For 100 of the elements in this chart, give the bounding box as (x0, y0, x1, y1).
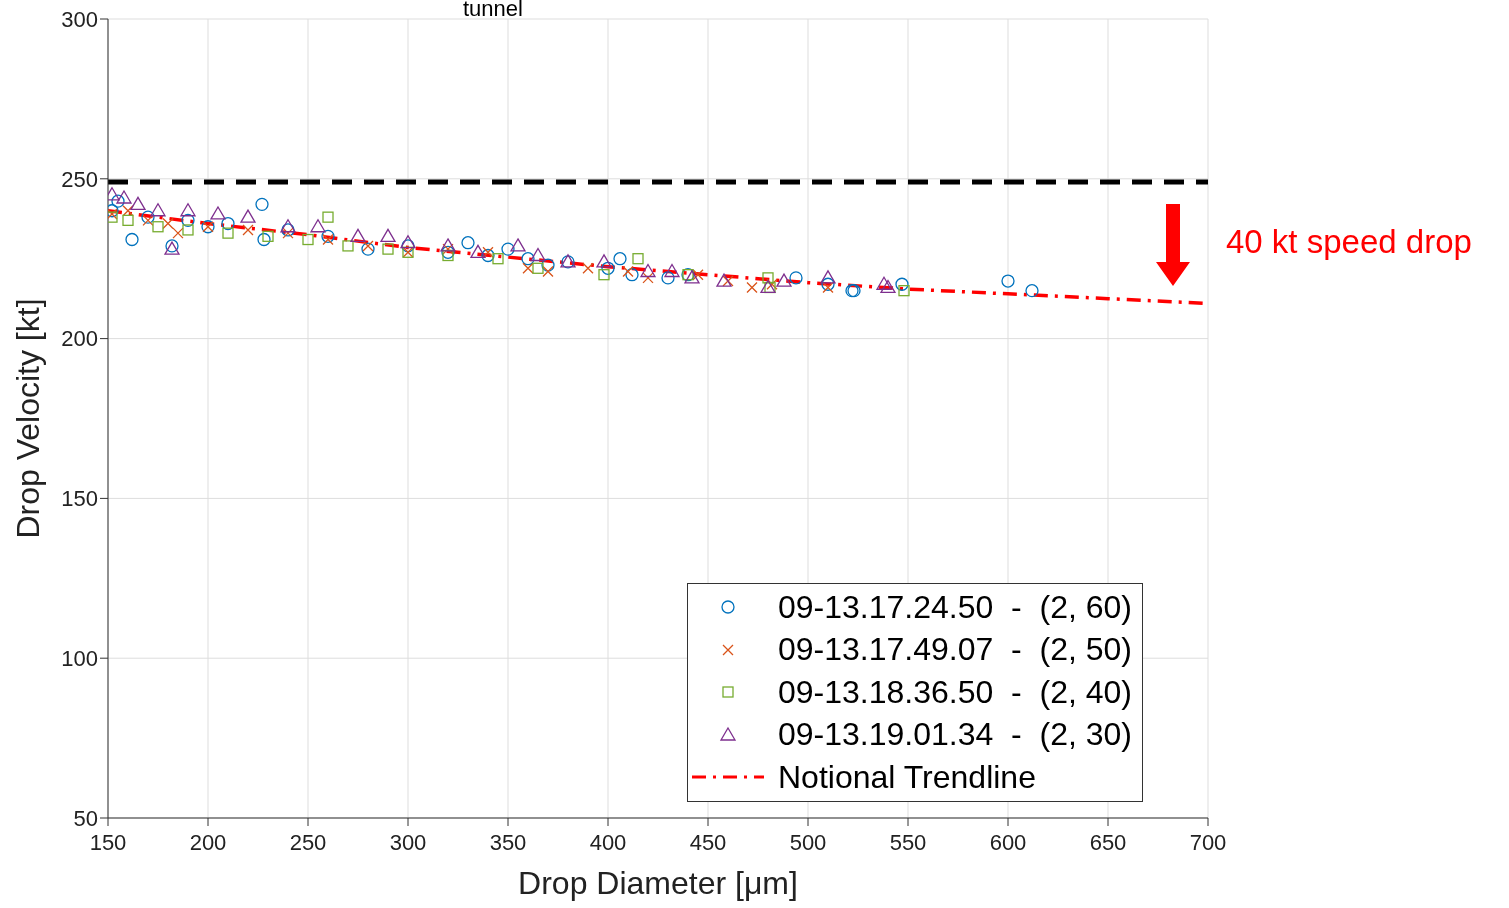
point (625, 268, 639, 282)
point (280, 219, 296, 233)
legend-label: 09-13.18.36.50 - (2, 40) (778, 673, 1132, 711)
point (262, 230, 274, 242)
legend-label: 09-13.19.01.34 - (2, 30) (778, 716, 1132, 754)
point (746, 281, 758, 294)
legend-label: 09-13.17.24.50 - (2, 60) (778, 588, 1132, 626)
point (210, 206, 226, 220)
x-tick-label: 200 (189, 829, 227, 855)
y-tick-label: 250 (61, 166, 98, 192)
point (172, 227, 184, 239)
point (116, 190, 132, 204)
x-tick-label: 150 (89, 829, 127, 855)
x-tick-label: 650 (1089, 829, 1127, 855)
point (470, 244, 486, 258)
point (822, 281, 834, 294)
point (350, 228, 366, 242)
point (162, 217, 174, 230)
point (613, 252, 627, 266)
point (310, 219, 326, 233)
point (382, 243, 394, 255)
point (481, 248, 495, 263)
point (598, 269, 610, 281)
point (632, 253, 644, 265)
x-tick-label: 300 (389, 829, 427, 855)
point (221, 216, 235, 231)
point (442, 243, 454, 255)
x-tick-label: 550 (889, 829, 927, 855)
point (1001, 274, 1015, 288)
point (342, 240, 354, 252)
point (492, 253, 504, 265)
point (400, 235, 416, 249)
point (440, 238, 456, 252)
y-tick-label: 300 (61, 6, 98, 32)
annotation: tunnel (463, 0, 523, 21)
point (257, 232, 271, 247)
legend-label: 09-13.17.49.07 - (2, 50) (778, 631, 1132, 669)
point (362, 240, 374, 252)
x-tick-label: 600 (989, 829, 1027, 855)
point (722, 275, 734, 287)
point (322, 211, 334, 223)
point (122, 205, 134, 217)
point (142, 214, 154, 226)
y-tick-label: 200 (61, 326, 98, 352)
point (281, 223, 295, 237)
point (582, 262, 594, 274)
point (282, 227, 294, 239)
x-tick-label: 350 (489, 829, 527, 855)
point (111, 194, 125, 208)
point (441, 245, 455, 259)
point (684, 270, 700, 284)
point (461, 236, 475, 250)
point (181, 213, 195, 227)
point (776, 273, 792, 287)
point (240, 209, 256, 223)
x-tick-label: 250 (289, 829, 327, 855)
point (760, 279, 776, 294)
point (482, 246, 494, 258)
point (898, 285, 910, 297)
point (820, 270, 836, 284)
point (152, 221, 164, 233)
y-tick-label: 150 (61, 486, 98, 512)
point (596, 254, 612, 268)
point (532, 262, 544, 274)
point (530, 247, 546, 262)
point (640, 263, 656, 278)
point (302, 233, 314, 246)
text: 40 kt speed drop (1226, 223, 1472, 261)
point (766, 278, 778, 290)
point (601, 261, 615, 275)
point (642, 272, 654, 284)
point (141, 210, 155, 224)
point (692, 269, 704, 281)
point (821, 277, 835, 291)
point (716, 273, 732, 287)
y-tick-label: 100 (61, 646, 98, 672)
point (442, 249, 454, 262)
point (501, 242, 515, 256)
x-tick-label: 700 (1189, 829, 1227, 855)
legend-label: Notional Trendline (778, 758, 1036, 796)
point (541, 258, 555, 272)
point (622, 265, 634, 278)
x-tick-label: 400 (589, 829, 627, 855)
point (125, 232, 139, 247)
point (361, 242, 375, 256)
y-axis-title: Drop Velocity [kt] (10, 298, 47, 539)
point (762, 272, 774, 284)
point (242, 224, 254, 236)
point (664, 263, 680, 278)
x-tick-label: 500 (789, 829, 827, 855)
point (322, 233, 334, 246)
point (255, 197, 269, 212)
point (876, 276, 892, 290)
point (542, 265, 554, 278)
point (150, 203, 166, 217)
point (130, 196, 146, 211)
point (180, 203, 196, 217)
point (401, 239, 415, 253)
point (522, 262, 534, 274)
x-axis-title: Drop Diameter [μm] (518, 865, 798, 901)
